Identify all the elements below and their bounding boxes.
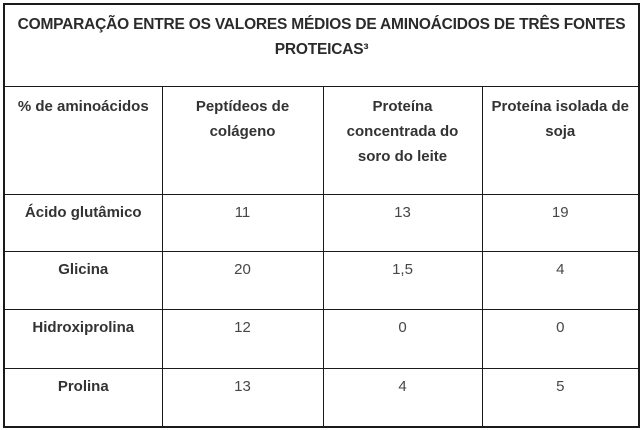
table-cell: 0	[481, 308, 640, 369]
table-cell: 1,5	[322, 250, 483, 310]
column-header-aminoacids: % de aminoácidos	[3, 85, 163, 195]
table-cell: 20	[161, 250, 324, 310]
table-row-glycine: Glicina 20 1,5 4	[3, 250, 640, 310]
table-cell: 19	[481, 193, 640, 252]
table-cell: 13	[161, 367, 324, 428]
amino-acids-comparison-table: COMPARAÇÃO ENTRE OS VALORES MÉDIOS DE AM…	[3, 3, 641, 428]
table-cell: 13	[322, 193, 483, 252]
row-label: Prolina	[3, 367, 163, 428]
table-row-proline: Prolina 13 4 5	[3, 367, 640, 428]
row-label: Glicina	[3, 250, 163, 310]
table-cell: 5	[481, 367, 640, 428]
header-row: % de aminoácidos Peptídeos de colágeno P…	[3, 85, 640, 195]
table-cell: 4	[481, 250, 640, 310]
row-label: Ácido glutâmico	[3, 193, 163, 252]
title-row: COMPARAÇÃO ENTRE OS VALORES MÉDIOS DE AM…	[3, 3, 640, 87]
column-header-whey-concentrate: Proteína concentrada do soro do leite	[322, 85, 483, 195]
table-cell: 11	[161, 193, 324, 252]
table-cell: 0	[322, 308, 483, 369]
table-row-glutamic-acid: Ácido glutâmico 11 13 19	[3, 193, 640, 252]
table-row-hydroxyproline: Hidroxiprolina 12 0 0	[3, 308, 640, 369]
table-title: COMPARAÇÃO ENTRE OS VALORES MÉDIOS DE AM…	[3, 3, 640, 87]
table-cell: 12	[161, 308, 324, 369]
column-header-collagen-peptides: Peptídeos de colágeno	[161, 85, 324, 195]
table-cell: 4	[322, 367, 483, 428]
row-label: Hidroxiprolina	[3, 308, 163, 369]
column-header-soy-isolate: Proteína isolada de soja	[481, 85, 640, 195]
